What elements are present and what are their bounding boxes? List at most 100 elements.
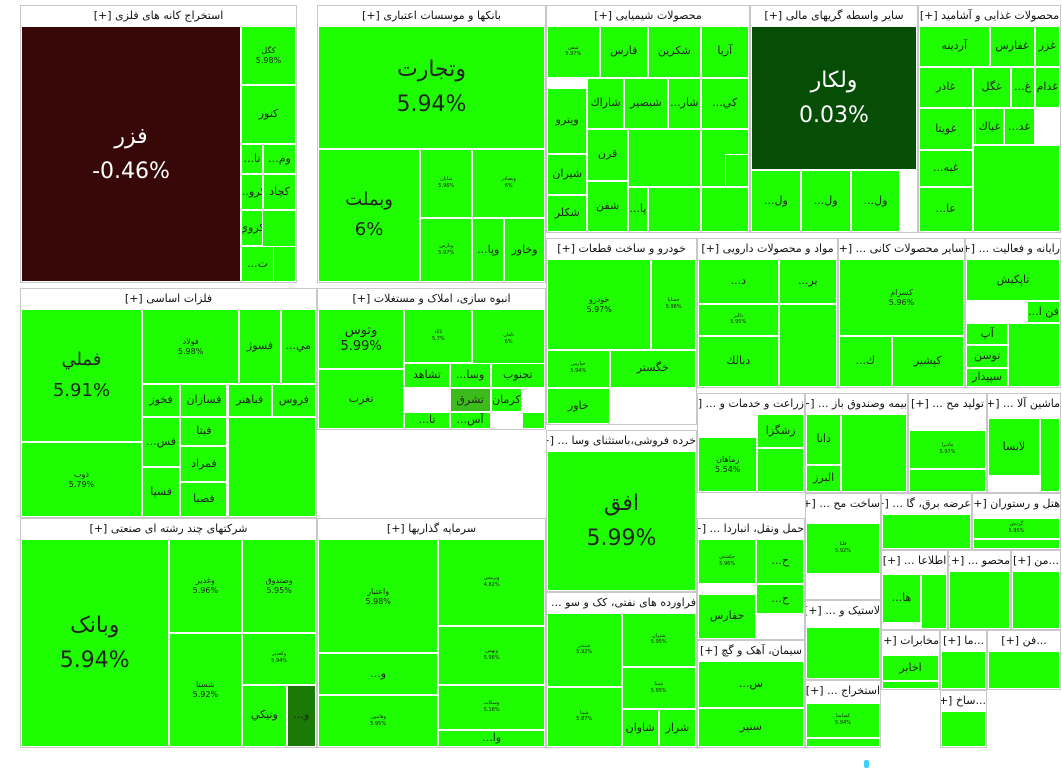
- stock-tile[interactable]: ...شار: [668, 77, 701, 129]
- minor-stock-tile[interactable]: [973, 538, 1060, 549]
- stock-tile[interactable]: گردش 5.95%: [973, 517, 1060, 539]
- sector-10[interactable]: رایانه و فعالیت ... [+] تاپكيش ...فن ا آپ تو…: [965, 238, 1061, 388]
- sector-header[interactable]: سایر محصولات کانی ... [+]: [839, 239, 964, 259]
- stock-tile[interactable]: فخوز: [141, 383, 181, 418]
- stock-tile[interactable]: فسوژ: [239, 309, 281, 384]
- stock-tile[interactable]: سپيدار: [966, 367, 1009, 387]
- stock-tile[interactable]: غفارس: [989, 26, 1035, 68]
- sector-13[interactable]: بیمه وصندوق باز ... [+] دانا البرز: [805, 393, 908, 493]
- stock-tile[interactable]: ساپان 5.96%: [420, 148, 473, 218]
- minor-stock-tile[interactable]: [757, 448, 804, 492]
- stock-tile[interactable]: ...پا: [627, 186, 648, 232]
- stock-tile[interactable]: وغدير 5.96%: [168, 539, 243, 633]
- stock-tile[interactable]: شيران: [547, 153, 588, 195]
- minor-stock-tile[interactable]: [1008, 323, 1060, 387]
- sector-header[interactable]: هتل و رستوران [+]: [973, 494, 1060, 514]
- minor-stock-tile[interactable]: [806, 737, 880, 747]
- stock-tile[interactable]: ...ح: [756, 584, 804, 614]
- sector-header[interactable]: ...من [+]: [1012, 551, 1060, 571]
- stock-tile[interactable]: ...فس: [141, 417, 181, 468]
- sector-17[interactable]: شرکتهای چند رشته ای صنعتی [+] وبانک 5.94% و…: [20, 518, 317, 748]
- stock-tile[interactable]: خودرو 5.97%: [547, 259, 652, 350]
- stock-tile[interactable]: خساپا 5.98%: [651, 259, 696, 350]
- minor-stock-tile[interactable]: [1039, 417, 1060, 492]
- sector-29[interactable]: مخابرات [+] اخابر: [881, 630, 940, 690]
- stock-tile[interactable]: اخابر: [882, 654, 939, 682]
- sector-header[interactable]: استخراج ... [+]: [806, 681, 880, 701]
- stock-tile[interactable]: خپارس 5.94%: [547, 349, 610, 388]
- stock-tile[interactable]: غزر: [1034, 26, 1060, 68]
- stock-tile[interactable]: ...عا: [919, 186, 973, 232]
- stock-tile[interactable]: غگل: [972, 67, 1011, 109]
- stock-tile[interactable]: دانا: [806, 414, 842, 465]
- sector-header[interactable]: اطلاعا ... [+]: [882, 551, 947, 571]
- stock-tile[interactable]: وپارس 5.97%: [420, 218, 473, 282]
- minor-stock-tile[interactable]: [972, 145, 1060, 232]
- sector-header[interactable]: خرده فروشی،باستثنای وسا ... [+]: [547, 431, 696, 451]
- stock-tile[interactable]: دبالك: [698, 335, 779, 387]
- stock-tile[interactable]: ...غبه: [919, 149, 973, 187]
- stock-tile[interactable]: شراز: [658, 709, 696, 747]
- stock-tile[interactable]: ...و: [318, 653, 439, 695]
- stock-tile[interactable]: تشرق: [449, 388, 491, 413]
- stock-tile[interactable]: وصندوق 5.95%: [242, 539, 316, 633]
- stock-tile[interactable]: ...ح: [756, 539, 804, 584]
- stock-tile[interactable]: وكغدير 5.94%: [242, 632, 316, 685]
- stock-tile[interactable]: وتجارت 5.94%: [318, 26, 545, 149]
- sector-4[interactable]: محصولات غذایی و آشامید [+] غزر غفارس آردينه…: [918, 5, 1061, 233]
- stock-tile[interactable]: آپ: [966, 323, 1009, 345]
- sector-26[interactable]: محصو ... [+]: [948, 550, 1011, 630]
- stock-tile[interactable]: وبانک 5.94%: [21, 539, 169, 747]
- stock-tile[interactable]: فمراد: [180, 446, 228, 482]
- sector-header[interactable]: رایانه و فعالیت ... [+]: [966, 239, 1060, 259]
- stock-tile[interactable]: ...مي: [280, 309, 316, 384]
- stock-tile[interactable]: ثامان 6%: [472, 309, 545, 369]
- stock-tile[interactable]: فروس: [271, 383, 316, 418]
- sector-header[interactable]: تولید مح ... [+]: [909, 394, 986, 414]
- sector-19[interactable]: حمل ونقل، انباردا ... [+] ...ح حكشتي 5.96%.…: [697, 518, 805, 640]
- stock-tile[interactable]: ثاباد 5.7%: [404, 309, 473, 363]
- stock-tile[interactable]: فزر -0.46%: [21, 26, 241, 282]
- sector-header[interactable]: لاستیک و ... [+]: [806, 601, 880, 621]
- stock-tile[interactable]: افق 5.99%: [547, 451, 696, 591]
- sector-6[interactable]: انبوه سازی، املاک و مستغلات [+] وتوس 5.99%…: [317, 288, 546, 430]
- sector-16[interactable]: سرمایه گذاریها [+] واعتبار 5.98% وبرمس 4.82%…: [317, 518, 546, 748]
- stock-tile[interactable]: فباهنر: [227, 383, 272, 418]
- stock-tile[interactable]: تجنوب: [490, 363, 545, 389]
- sector-header[interactable]: ...ما [+]: [941, 631, 986, 651]
- stock-tile[interactable]: ...کرو: [241, 174, 263, 211]
- stock-tile[interactable]: ...وپا: [472, 218, 505, 282]
- minor-stock-tile[interactable]: [882, 681, 939, 689]
- sector-header[interactable]: سایر واسطه گریهای مالی [+]: [751, 6, 917, 26]
- sector-5[interactable]: فلزات اساسی [+] فملي 5.91% فولاد 5.98% فسوژ..…: [20, 288, 317, 518]
- stock-tile[interactable]: حفارس: [698, 594, 757, 639]
- stock-tile[interactable]: ...تا: [404, 412, 450, 429]
- stock-tile[interactable]: لابسا: [988, 417, 1040, 477]
- sector-22[interactable]: عرضه برق، گا ... [+]: [881, 493, 972, 550]
- stock-tile[interactable]: واعتبار 5.98%: [318, 539, 439, 654]
- stock-tile[interactable]: ...کي: [700, 77, 749, 129]
- sector-7[interactable]: خودرو و ساخت قطعات [+] خودرو 5.97% خساپا 5.9…: [546, 238, 697, 425]
- sector-header[interactable]: خودرو و ساخت قطعات [+]: [547, 239, 696, 259]
- stock-tile[interactable]: آردينه: [919, 26, 990, 68]
- stock-tile[interactable]: ولکار 0.03%: [751, 26, 917, 171]
- stock-tile[interactable]: شاراك: [587, 77, 624, 129]
- sector-31[interactable]: ...فن [+]: [987, 630, 1061, 690]
- minor-stock-tile[interactable]: [806, 626, 880, 679]
- sector-header[interactable]: محصولات شیمیایی [+]: [547, 6, 749, 26]
- sector-11[interactable]: خرده فروشی،باستثنای وسا ... [+] افق 5.99%: [546, 430, 697, 592]
- minor-stock-tile[interactable]: [1012, 571, 1060, 629]
- stock-tile[interactable]: وبهمن 5.96%: [438, 626, 545, 685]
- stock-tile[interactable]: فسازان: [180, 383, 228, 418]
- stock-tile[interactable]: کگل 5.98%: [241, 26, 296, 85]
- minor-stock-tile[interactable]: [778, 303, 837, 387]
- stock-tile[interactable]: فولاد 5.98%: [141, 309, 240, 384]
- stock-tile[interactable]: کچاد: [263, 174, 296, 211]
- minor-stock-tile[interactable]: [921, 573, 947, 629]
- stock-tile[interactable]: دالبر 5.95%: [698, 303, 779, 336]
- stock-tile[interactable]: زماهان 5.54%: [698, 437, 758, 492]
- stock-tile[interactable]: کروي: [241, 210, 263, 247]
- sector-27[interactable]: ...من [+]: [1011, 550, 1061, 630]
- minor-stock-tile[interactable]: [941, 651, 986, 689]
